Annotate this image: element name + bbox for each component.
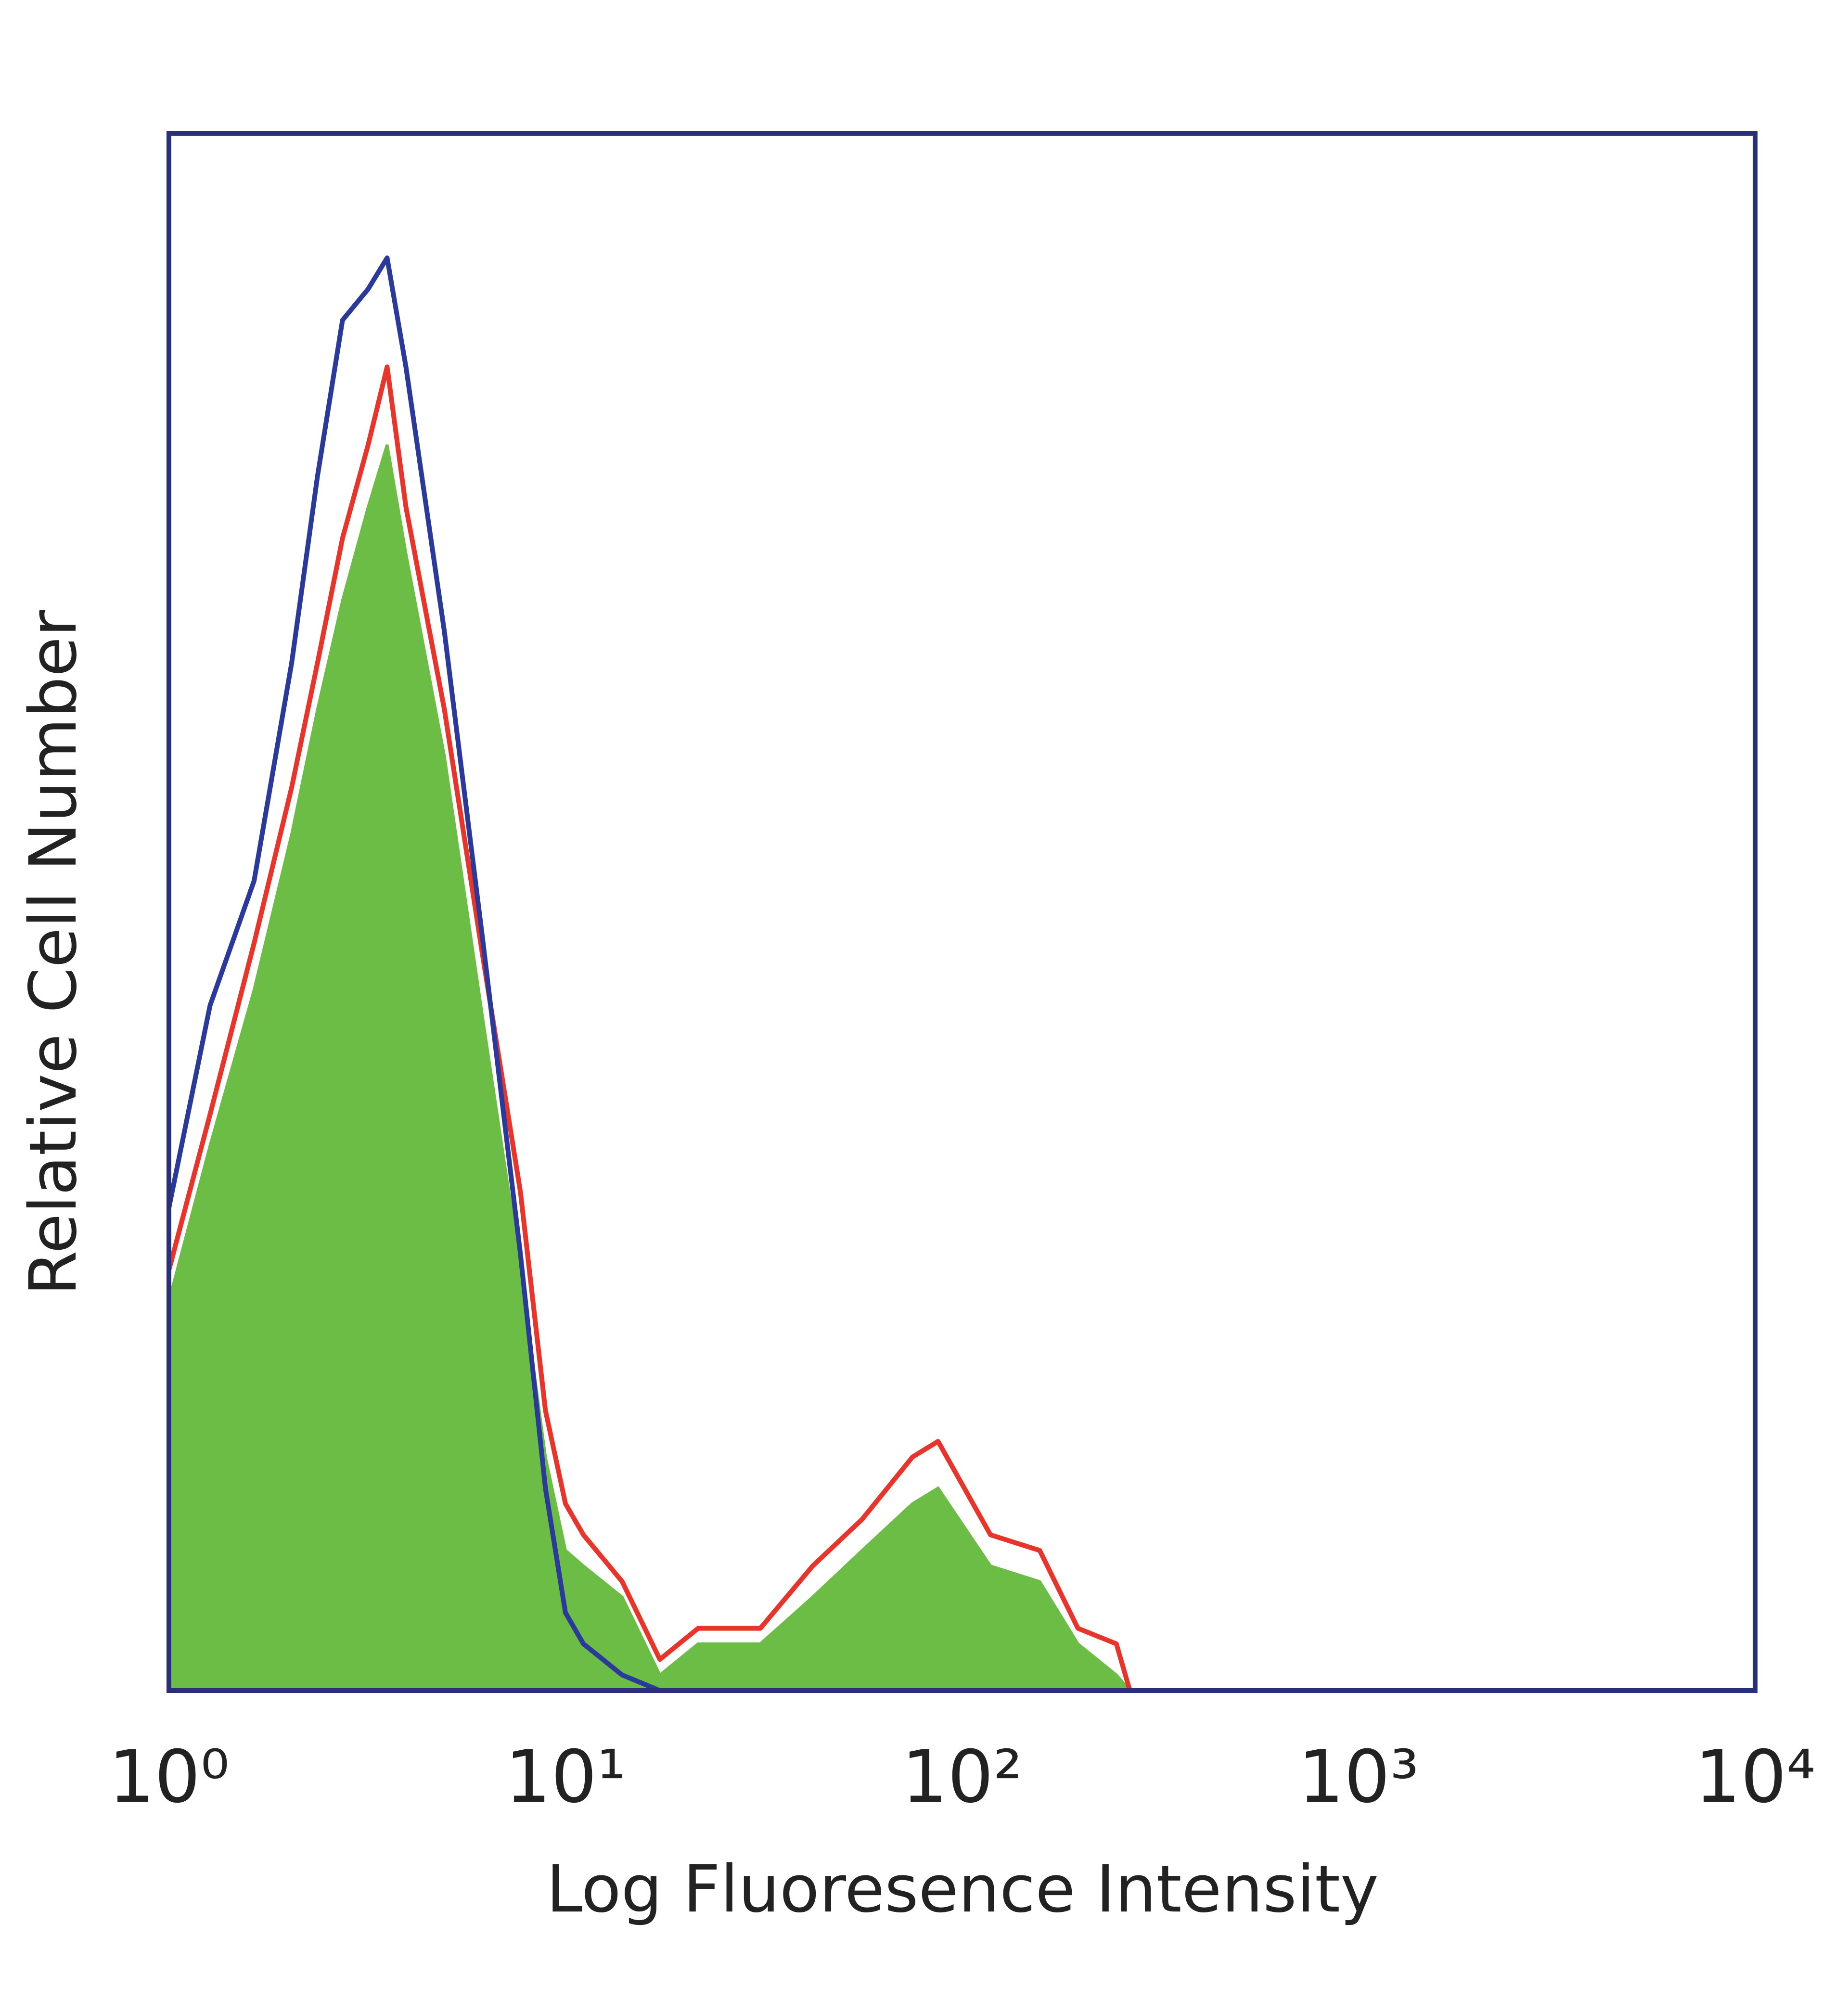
x-axis-label: Log Fluoresence Intensity: [546, 1851, 1379, 1927]
x-tick-label: 10⁴: [1694, 1735, 1815, 1819]
histogram-line: [167, 364, 1132, 1692]
x-tick-label: 10⁰: [108, 1735, 229, 1819]
plot-frame: [167, 131, 1758, 1693]
x-tick-label: 10²: [901, 1735, 1022, 1819]
x-tick-label: 10¹: [505, 1735, 626, 1819]
y-axis-label: Relative Cell Number: [15, 610, 91, 1295]
x-tick-label: 10³: [1298, 1735, 1419, 1819]
histogram-area: [167, 444, 1133, 1692]
